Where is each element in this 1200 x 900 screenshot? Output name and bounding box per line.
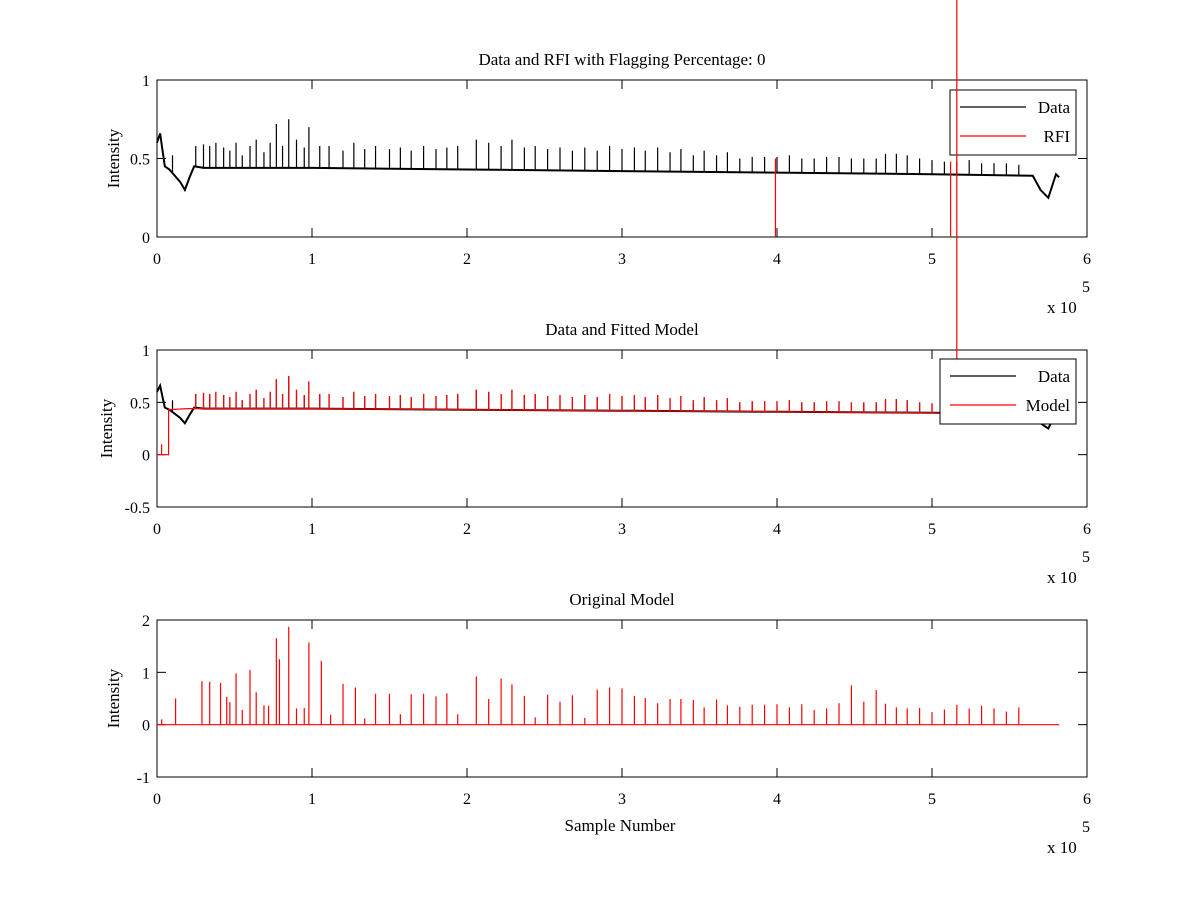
x-tick-label: 1 [308, 521, 316, 538]
series-line [156, 133, 1060, 200]
y-tick-label: 0.5 [130, 152, 150, 169]
y-tick-label: 2 [142, 613, 150, 630]
series-1 [157, 626, 1060, 726]
series-1 [156, 119, 1060, 200]
y-axis-label: Intensity [104, 128, 123, 188]
chart-title: Data and Fitted Model [545, 320, 699, 339]
x-axis-label: Sample Number [565, 816, 676, 835]
y-tick-label: 1 [142, 665, 150, 682]
x-tick-label: 2 [463, 791, 471, 808]
legend-label: Model [1026, 396, 1071, 415]
x-tick-label: 0 [153, 521, 161, 538]
y-tick-label: 0 [142, 230, 150, 247]
legend-box [939, 358, 1077, 425]
legend-label: Data [1038, 98, 1071, 117]
legend: Data Model [939, 358, 1077, 425]
x-tick-label: 3 [618, 521, 626, 538]
y-tick-label: 1 [142, 343, 150, 360]
chart-title: Original Model [569, 590, 675, 609]
x-tick-label: 1 [308, 791, 316, 808]
x-tick-label: 3 [618, 251, 626, 268]
y-tick-label: 0.5 [130, 395, 150, 412]
x-tick-label: 4 [773, 521, 781, 538]
x-tick-label: 3 [618, 791, 626, 808]
y-tick-label: -0.5 [125, 500, 150, 517]
legend-box [949, 89, 1077, 156]
x-exponent-power: 5 [1082, 279, 1090, 296]
x-tick-label: 5 [928, 251, 936, 268]
x-exponent-label: x 10 [1047, 568, 1077, 587]
series-line [157, 408, 964, 456]
x-tick-label: 5 [928, 521, 936, 538]
y-tick-label: 0 [142, 718, 150, 735]
x-tick-label: 2 [463, 521, 471, 538]
y-tick-label: 1 [142, 73, 150, 90]
legend: Data RFI [949, 89, 1077, 156]
x-exponent-label: x 10 [1047, 298, 1077, 317]
x-tick-label: 1 [308, 251, 316, 268]
x-tick-label: 6 [1083, 791, 1091, 808]
x-tick-label: 6 [1083, 521, 1091, 538]
series-2 [774, 158, 952, 237]
legend-label: Data [1038, 367, 1071, 386]
legend-label: RFI [1044, 127, 1071, 146]
series-2 [157, 0, 964, 456]
x-tick-label: 0 [153, 251, 161, 268]
x-tick-label: 0 [153, 791, 161, 808]
subplot-1: 0 1 2 3 4 5 6 0 0.5 1 x 10 5 Data and RFI with Flagg… [104, 50, 1091, 317]
y-tick-label: -1 [137, 770, 150, 787]
y-axis-label: Intensity [97, 398, 116, 458]
x-tick-label: 4 [773, 251, 781, 268]
x-tick-label: 4 [773, 791, 781, 808]
x-tick-label: 6 [1083, 251, 1091, 268]
y-axis-label: Intensity [104, 668, 123, 728]
chart-title: Data and RFI with Flagging Percentage: 0 [478, 50, 765, 69]
x-exponent-label: x 10 [1047, 838, 1077, 857]
y-tick-label: 0 [142, 448, 150, 465]
plot-area [156, 349, 1088, 508]
x-exponent-power: 5 [1082, 549, 1090, 566]
x-tick-label: 5 [928, 791, 936, 808]
x-tick-label: 2 [463, 251, 471, 268]
x-exponent-power: 5 [1082, 819, 1090, 836]
